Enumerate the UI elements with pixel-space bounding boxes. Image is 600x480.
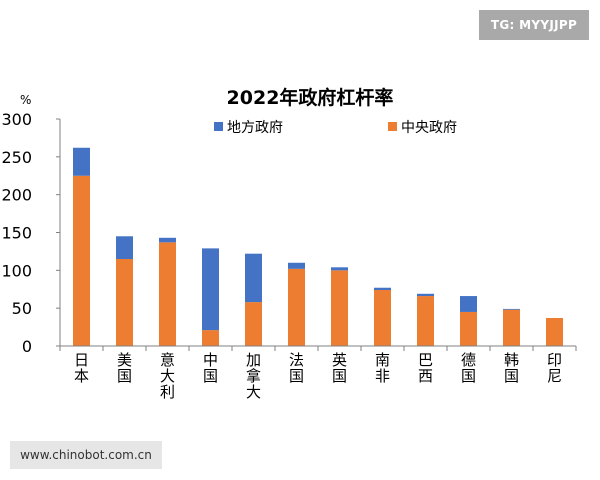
tg-badge: TG: MYYJJPP — [479, 10, 589, 40]
x-tick-label: 德国 — [461, 351, 476, 385]
x-tick-label: 法国 — [289, 351, 304, 385]
x-tick-label: 中国 — [203, 351, 218, 385]
bar-central — [331, 270, 348, 346]
x-tick-label: 美国 — [117, 351, 132, 385]
legend-label: 地方政府 — [227, 120, 283, 136]
legend-swatch — [214, 122, 223, 131]
y-tick-label: 150 — [1, 224, 32, 243]
x-tick-label: 印尼 — [547, 351, 562, 385]
bar-local — [503, 308, 520, 310]
x-tick-label: 韩国 — [504, 351, 519, 385]
bar-local — [202, 248, 219, 331]
bar-local — [245, 253, 262, 303]
bar-central — [288, 268, 305, 346]
legend-swatch — [388, 122, 397, 131]
y-axis-unit: % — [20, 93, 31, 107]
bar-local — [331, 267, 348, 271]
x-tick-label: 加拿大 — [246, 351, 261, 401]
bar-local — [159, 237, 176, 243]
bar-local — [374, 287, 391, 291]
bars — [73, 147, 563, 346]
legend: 地方政府 中央政府 — [214, 120, 457, 136]
bar-local — [116, 236, 133, 259]
bar-local — [460, 296, 477, 312]
bar-central — [116, 258, 133, 346]
bar-local — [288, 262, 305, 269]
bar-central — [460, 311, 477, 346]
x-tick-label: 巴西 — [418, 351, 433, 385]
y-tick-label: 300 — [1, 110, 32, 129]
bar-local — [417, 293, 434, 297]
bar-central — [202, 330, 219, 346]
x-tick-label: 意大利 — [160, 351, 175, 401]
bar-central — [73, 175, 90, 346]
chart-title: 2022年政府杠杆率 — [227, 86, 394, 109]
y-tick-label: 50 — [12, 299, 32, 318]
y-tick-label: 200 — [1, 186, 32, 205]
legend-label: 中央政府 — [401, 120, 457, 136]
x-tick-label: 南非 — [375, 351, 390, 385]
x-tick-label: 英国 — [332, 351, 347, 385]
bar-central — [245, 302, 262, 346]
bar-central — [503, 309, 520, 346]
bar-central — [417, 296, 434, 346]
bar-local — [73, 147, 90, 176]
bar-central — [374, 290, 391, 346]
watermark-link[interactable]: www.chinobot.com.cn — [10, 441, 162, 469]
y-tick-label: 0 — [22, 337, 32, 356]
bar-central — [159, 242, 176, 346]
y-tick-label: 250 — [1, 148, 32, 167]
bar-central — [546, 318, 563, 346]
x-tick-label: 日本 — [74, 351, 89, 385]
y-axis: 0 50 100 150 200 250 300 — [1, 110, 61, 356]
y-tick-label: 100 — [1, 261, 32, 280]
